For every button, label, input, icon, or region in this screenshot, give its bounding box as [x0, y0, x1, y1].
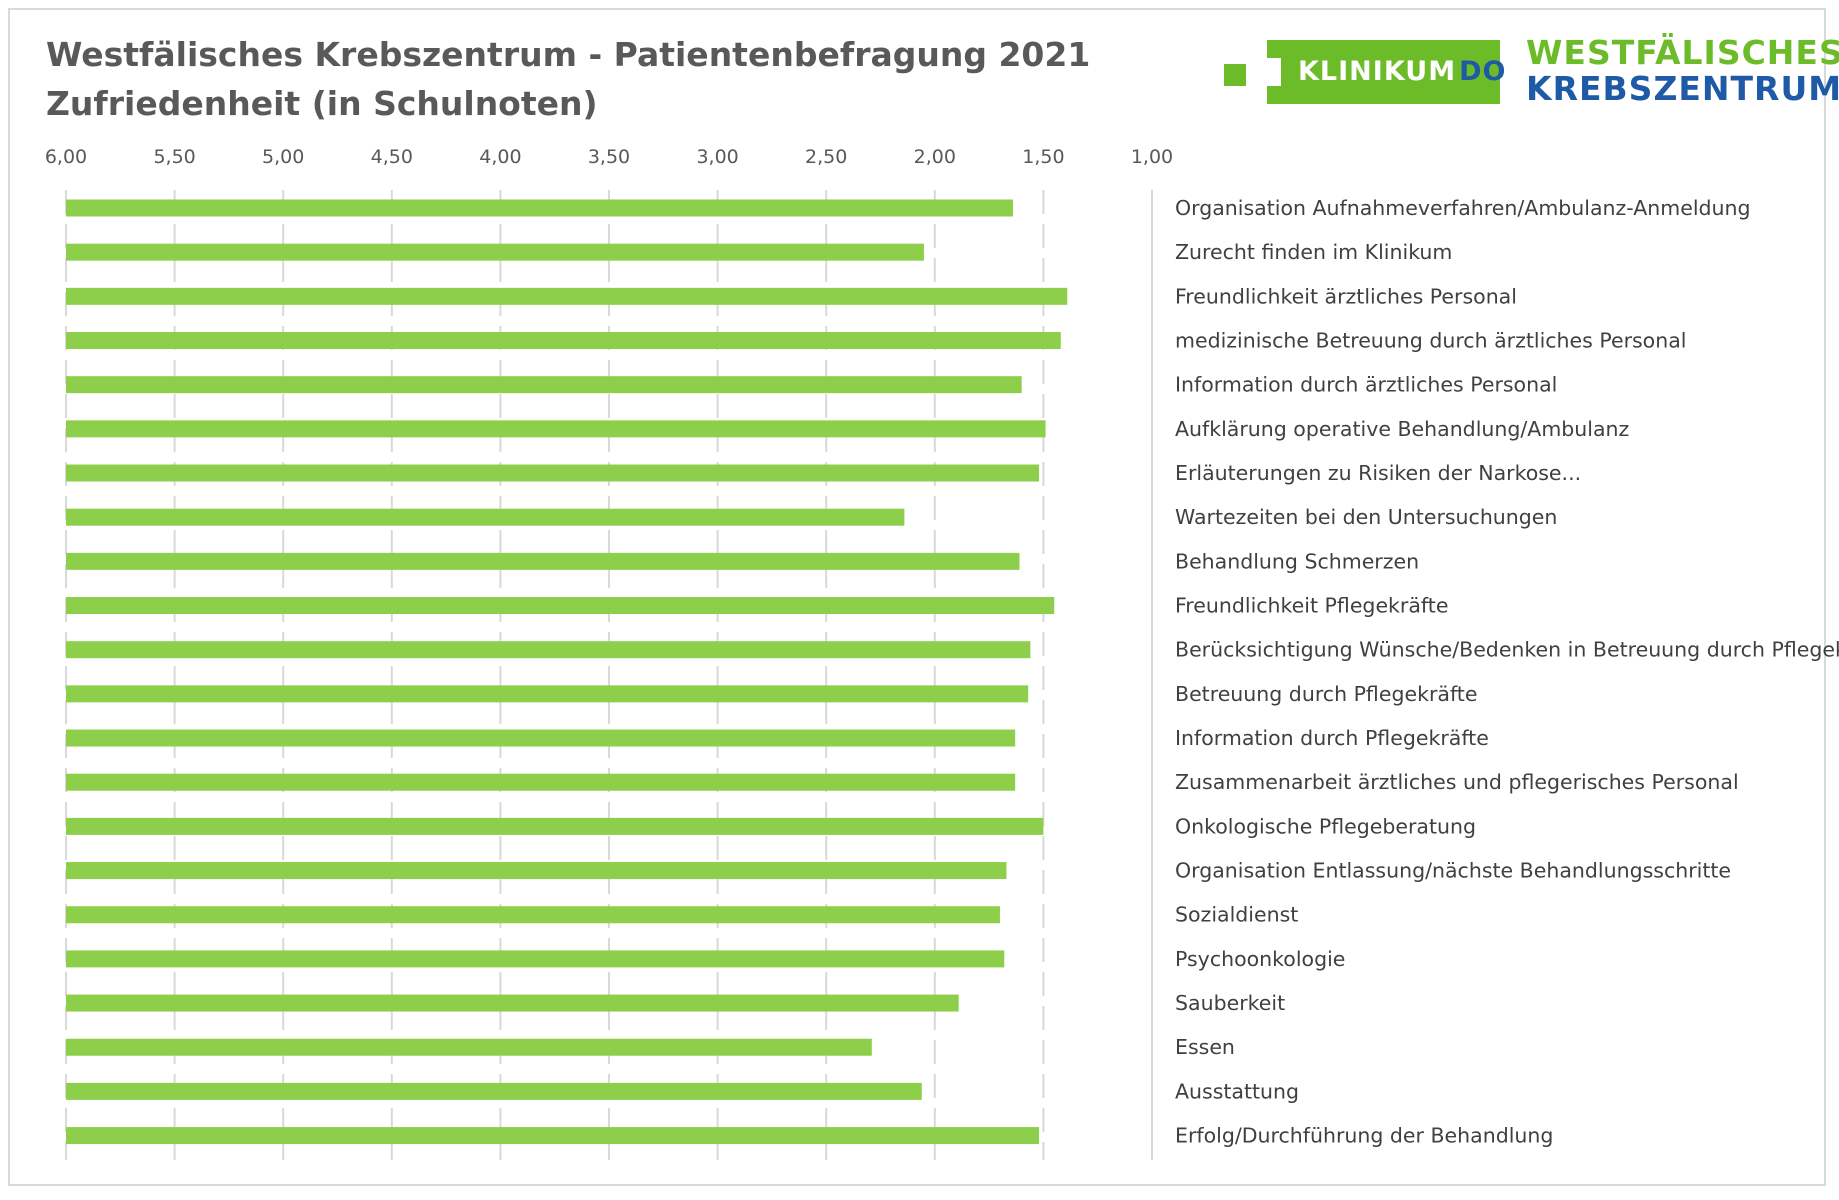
- category-label: Essen: [1175, 1035, 1235, 1059]
- bar: [66, 508, 905, 526]
- bar: [66, 420, 1046, 438]
- x-tick-label: 3,00: [696, 146, 738, 168]
- klinikum-logo-main: KLINIKUM: [1298, 56, 1457, 87]
- category-label: Sozialdienst: [1175, 903, 1298, 927]
- bar: [66, 773, 1016, 791]
- x-tick-label: 5,00: [262, 146, 304, 168]
- category-label: Information durch ärztliches Personal: [1175, 373, 1557, 397]
- krebszentrum-logo: WESTFÄLISCHES KREBSZENTRUM: [1526, 35, 1839, 107]
- category-label: Berücksichtigung Wünsche/Bedenken in Bet…: [1175, 638, 1839, 662]
- bar: [66, 906, 1000, 924]
- bar: [66, 552, 1020, 570]
- category-label: Organisation Entlassung/nächste Behandlu…: [1175, 859, 1731, 883]
- category-label: medizinische Betreuung durch ärztliches …: [1175, 329, 1686, 353]
- bar: [66, 287, 1068, 305]
- logo-notch: [1267, 58, 1281, 86]
- category-label: Wartezeiten bei den Untersuchungen: [1175, 505, 1557, 529]
- klinikum-logo-text: KLINIKUM DO: [1298, 56, 1506, 88]
- x-tick-label: 4,50: [371, 146, 413, 168]
- x-tick-label: 4,00: [479, 146, 521, 168]
- klinikum-logo-suffix: DO: [1459, 56, 1507, 87]
- bar: [66, 464, 1040, 482]
- category-label: Zurecht finden im Klinikum: [1175, 240, 1452, 264]
- bar: [66, 950, 1005, 968]
- category-label: Freundlichkeit ärztliches Personal: [1175, 284, 1517, 308]
- klinikum-logo-box: [1267, 40, 1500, 104]
- bar: [66, 332, 1061, 350]
- chart-subtitle: Zufriedenheit (in Schulnoten): [46, 84, 598, 123]
- bar: [66, 1082, 922, 1100]
- category-label: Erläuterungen zu Risiken der Narkose...: [1175, 461, 1581, 485]
- category-label: Ausstattung: [1175, 1079, 1299, 1103]
- category-label: Erfolg/Durchführung der Behandlung: [1175, 1124, 1553, 1148]
- logo-line-1: WESTFÄLISCHES: [1526, 33, 1839, 72]
- chart-title: Westfälisches Krebszentrum - Patientenbe…: [46, 35, 1091, 74]
- bar: [66, 685, 1029, 703]
- bar: [66, 597, 1055, 615]
- x-tick-label: 6,00: [45, 146, 87, 168]
- x-tick-label: 3,50: [588, 146, 630, 168]
- category-label: Betreuung durch Pflegekräfte: [1175, 682, 1477, 706]
- bar: [66, 376, 1022, 394]
- bar: [66, 1038, 872, 1056]
- bar: [66, 641, 1031, 659]
- category-label: Freundlichkeit Pflegekräfte: [1175, 594, 1448, 618]
- logo-square-icon: [1224, 64, 1246, 86]
- category-label: Zusammenarbeit ärztliches und pflegerisc…: [1175, 770, 1739, 794]
- category-label: Sauberkeit: [1175, 991, 1285, 1015]
- category-label: Information durch Pflegekräfte: [1175, 726, 1489, 750]
- logo-line-2: KREBSZENTRUM: [1526, 69, 1839, 108]
- bar: [66, 243, 924, 261]
- bar: [66, 817, 1044, 835]
- bar: [66, 1127, 1040, 1145]
- category-label: Onkologische Pflegeberatung: [1175, 814, 1476, 838]
- bar: [66, 199, 1013, 217]
- chart-title-block: Westfälisches Krebszentrum - Patientenbe…: [46, 30, 1090, 128]
- x-tick-label: 5,50: [153, 146, 195, 168]
- x-tick-label: 2,50: [805, 146, 847, 168]
- bar: [66, 729, 1016, 747]
- x-tick-label: 2,00: [914, 146, 956, 168]
- category-label: Aufklärung operative Behandlung/Ambulanz: [1175, 417, 1629, 441]
- x-tick-label: 1,00: [1131, 146, 1173, 168]
- category-label: Organisation Aufnahmeverfahren/Ambulanz-…: [1175, 196, 1751, 220]
- category-label: Behandlung Schmerzen: [1175, 549, 1419, 573]
- x-tick-label: 1,50: [1022, 146, 1064, 168]
- category-label: Psychoonkologie: [1175, 947, 1345, 971]
- bar: [66, 994, 959, 1012]
- bar: [66, 862, 1007, 880]
